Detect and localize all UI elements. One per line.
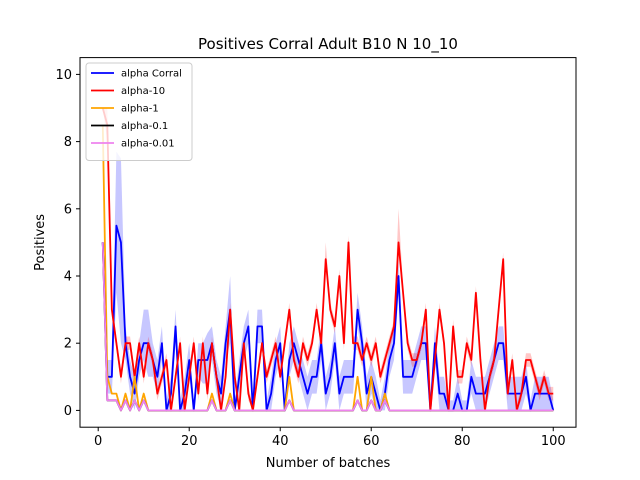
y-tick-label: 6 [64,202,72,217]
legend: alpha Corral alpha-10 alpha-1 alpha-0.1 alph… [85,62,193,161]
legend-label-2: alpha-1 [121,104,159,115]
y-tick-label: 10 [55,68,72,83]
series-lines [101,107,555,412]
y-tick-label: 4 [64,270,72,285]
series-line-4 [101,242,554,412]
plot-frame [79,57,577,428]
y-tick-label: 8 [64,135,72,150]
x-tick-label: 40 [272,434,289,449]
x-tick-label: 0 [94,434,102,449]
x-axis-label: Number of batches [266,456,391,471]
legend-label-4: alpha-0.01 [121,139,175,150]
legend-label-3: alpha-0.1 [121,121,168,132]
series-line-0 [101,224,555,412]
x-tick-label: 100 [541,434,566,449]
legend-label-0: alpha Corral [121,69,182,80]
x-axis-ticks: 0 20 40 60 80 100 [94,427,566,449]
legend-box [85,62,193,161]
series-line-1 [101,107,554,412]
x-tick-label: 80 [454,434,471,449]
y-tick-label: 2 [64,337,72,352]
chart-title: Positives Corral Adult B10 N 10_10 [198,35,458,54]
y-tick-label: 0 [64,404,72,419]
x-tick-label: 20 [181,434,198,449]
y-axis-label: Positives [33,214,48,271]
x-tick-label: 60 [363,434,380,449]
y-axis-ticks: 0 2 4 6 8 10 [55,68,80,419]
legend-label-1: alpha-10 [121,86,165,97]
